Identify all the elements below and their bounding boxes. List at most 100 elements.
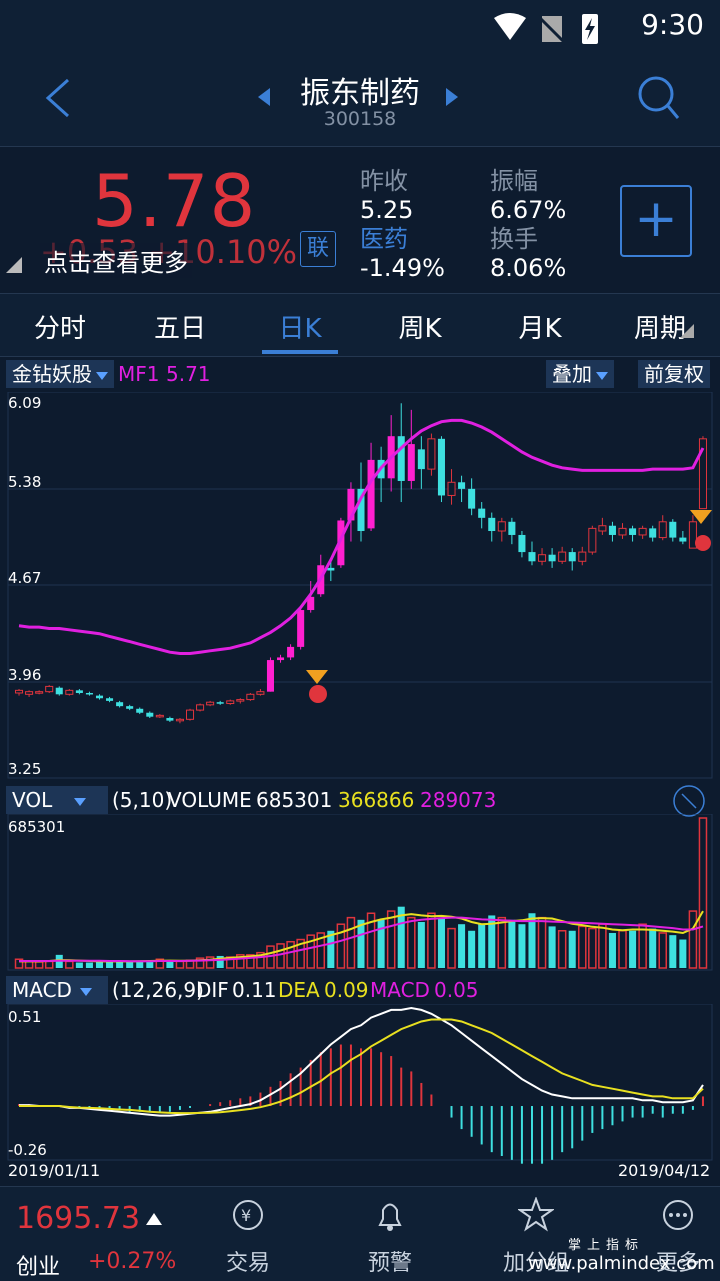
- volume-bar: [598, 923, 607, 969]
- volume-bar: [316, 932, 326, 969]
- nav-add-group[interactable]: 加分组: [476, 1196, 596, 1277]
- dif-line: [19, 1006, 704, 1117]
- related-button[interactable]: 联: [300, 231, 336, 267]
- nav-more[interactable]: 更多: [618, 1197, 720, 1277]
- volume-bar: [44, 960, 54, 969]
- sector-block[interactable]: 医药 -1.49%: [360, 219, 445, 282]
- tab-five-day[interactable]: 五日: [153, 314, 206, 344]
- tab-weekly-k[interactable]: 周K: [398, 314, 442, 344]
- volume-bar: [437, 917, 445, 968]
- fullscreen-icon[interactable]: [672, 784, 706, 818]
- candle-body: [508, 521, 516, 535]
- svg-text:¥: ¥: [241, 1206, 251, 1225]
- add-watchlist-button[interactable]: +: [620, 185, 692, 257]
- macd-bottom-label: -0.26: [8, 1141, 47, 1159]
- volume-bar: [629, 930, 637, 968]
- back-arrow-icon[interactable]: [40, 76, 80, 120]
- nav-add-group-label: 加分组: [502, 1251, 569, 1276]
- macd-label: MACD: [370, 978, 430, 1002]
- candle-body: [679, 537, 687, 542]
- volume-bar: [106, 960, 114, 968]
- tab-intraday[interactable]: 分时: [33, 314, 86, 344]
- stock-name: 振东制药: [300, 76, 420, 111]
- volume-bar: [427, 912, 436, 969]
- volume-bar: [397, 906, 405, 968]
- candle-body: [75, 690, 83, 693]
- indicator-select[interactable]: 金钻妖股: [6, 360, 114, 388]
- macd-chart[interactable]: 0.51 -0.26 2019/01/11 2019/04/12: [0, 1004, 720, 1184]
- volume-bar: [166, 961, 174, 968]
- watermark-line2: www.palmindex.com: [528, 1253, 715, 1274]
- candle-body: [15, 689, 24, 694]
- volume-bar: [357, 919, 365, 968]
- candle-body: [367, 459, 375, 529]
- vol-ma10: 289073: [420, 788, 497, 812]
- dropdown-icon: [596, 371, 608, 380]
- expand-corner-icon[interactable]: [6, 257, 22, 273]
- nav-alert[interactable]: 预警: [330, 1197, 450, 1277]
- candle-body: [287, 646, 295, 658]
- stock-code: 300158: [323, 108, 397, 130]
- price-axis-label: 6.09: [8, 394, 41, 412]
- volume-bar: [327, 930, 335, 968]
- tap-more-link[interactable]: 点击查看更多: [40, 243, 192, 278]
- candlestick-chart[interactable]: 6.09 5.38 4.67 3.96 3.25: [0, 392, 720, 780]
- trade-icon: ¥: [233, 1200, 263, 1230]
- candle-body: [45, 685, 54, 693]
- adjust-button[interactable]: 前复权: [638, 360, 710, 388]
- index-name[interactable]: 创业: [16, 1255, 61, 1280]
- candle-body: [246, 693, 255, 701]
- volume-bar: [256, 951, 265, 969]
- macd-toolbar: MACD (12,26,9) DIF 0.11 DEA 0.09 MACD 0.…: [0, 974, 720, 1006]
- macd-select-label: MACD: [12, 978, 72, 1002]
- volume-max-label: 685301: [8, 818, 65, 836]
- volume-bar: [508, 919, 516, 968]
- candle-body: [126, 706, 134, 709]
- up-arrow-icon: [146, 1213, 162, 1225]
- volume-bar: [537, 916, 547, 969]
- status-bar: 9:30: [0, 0, 720, 56]
- star-icon: [516, 1196, 556, 1232]
- macd-params: (12,26,9): [112, 978, 204, 1002]
- volume-bar: [468, 930, 476, 968]
- next-stock-icon[interactable]: [446, 88, 458, 106]
- volume-bar: [306, 934, 315, 969]
- amplitude-value: 6.67%: [490, 196, 567, 224]
- candle-body: [548, 554, 556, 562]
- index-value[interactable]: 1695.73: [16, 1201, 141, 1236]
- tab-monthly-k[interactable]: 月K: [518, 314, 562, 344]
- volume-bar: [116, 961, 124, 968]
- volume-bar: [155, 958, 165, 969]
- candle-body: [196, 704, 205, 711]
- volume-bar: [386, 910, 396, 969]
- nav-trade[interactable]: ¥ 交易: [188, 1197, 308, 1277]
- candle-body: [297, 610, 305, 647]
- dropdown-icon: [96, 371, 108, 380]
- sector-label[interactable]: 医药: [360, 225, 408, 253]
- tab-period[interactable]: 周期: [633, 314, 686, 344]
- sector-change: -1.49%: [360, 254, 445, 282]
- volume-bar: [205, 956, 215, 969]
- volume-chart[interactable]: 685301: [0, 814, 720, 972]
- volume-bar: [588, 927, 597, 969]
- volume-bar: [638, 923, 647, 969]
- volume-select[interactable]: VOL: [6, 786, 108, 814]
- volume-bar: [679, 939, 687, 968]
- candle-body: [307, 596, 315, 611]
- candle-body: [568, 552, 576, 562]
- vol-ma5: 366866: [338, 788, 415, 812]
- volume-select-label: VOL: [12, 788, 53, 812]
- macd-select[interactable]: MACD: [6, 976, 108, 1004]
- volume-bar: [85, 962, 93, 968]
- candle-body: [468, 488, 476, 509]
- volume-bar: [346, 916, 356, 969]
- prev-stock-icon[interactable]: [258, 88, 270, 106]
- candle-body: [618, 527, 627, 536]
- search-icon[interactable]: [636, 74, 680, 122]
- volume-bar: [286, 940, 295, 969]
- overlay-select[interactable]: 叠加: [546, 360, 614, 388]
- amplitude-label: 振幅: [490, 167, 538, 195]
- candle-body: [588, 527, 597, 553]
- status-time: 9:30: [641, 8, 704, 41]
- tab-daily-k[interactable]: 日K: [278, 314, 322, 344]
